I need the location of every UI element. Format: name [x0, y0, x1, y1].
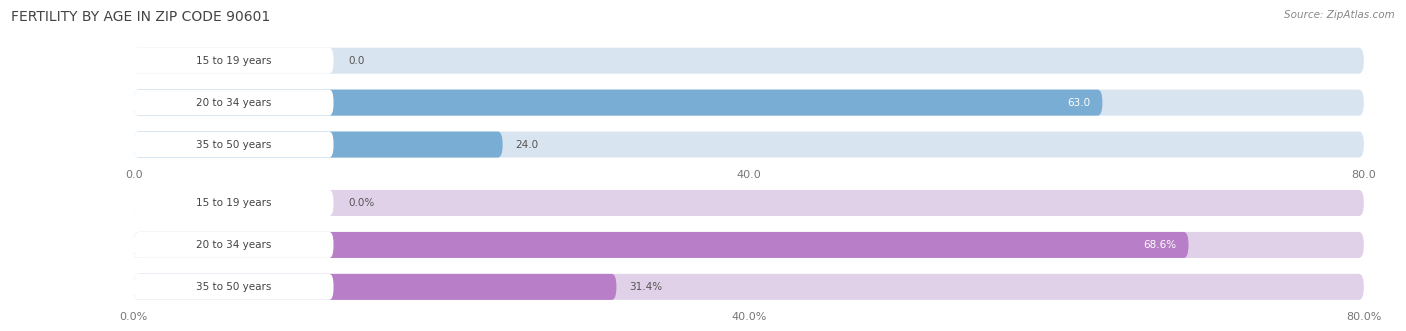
FancyBboxPatch shape — [134, 274, 616, 300]
Text: 35 to 50 years: 35 to 50 years — [195, 282, 271, 292]
FancyBboxPatch shape — [134, 232, 333, 258]
FancyBboxPatch shape — [134, 90, 1364, 116]
Text: 35 to 50 years: 35 to 50 years — [195, 140, 271, 150]
FancyBboxPatch shape — [134, 131, 1364, 158]
Text: 24.0: 24.0 — [515, 140, 538, 150]
FancyBboxPatch shape — [134, 131, 333, 158]
Text: Source: ZipAtlas.com: Source: ZipAtlas.com — [1284, 10, 1395, 20]
FancyBboxPatch shape — [134, 90, 333, 116]
FancyBboxPatch shape — [134, 232, 1188, 258]
FancyBboxPatch shape — [134, 232, 1364, 258]
FancyBboxPatch shape — [134, 190, 1364, 216]
Text: 0.0%: 0.0% — [349, 198, 375, 208]
Text: FERTILITY BY AGE IN ZIP CODE 90601: FERTILITY BY AGE IN ZIP CODE 90601 — [11, 10, 270, 24]
FancyBboxPatch shape — [134, 274, 1364, 300]
FancyBboxPatch shape — [134, 90, 1102, 116]
FancyBboxPatch shape — [134, 190, 333, 216]
FancyBboxPatch shape — [134, 48, 333, 74]
Text: 31.4%: 31.4% — [628, 282, 662, 292]
Text: 15 to 19 years: 15 to 19 years — [195, 198, 271, 208]
Text: 15 to 19 years: 15 to 19 years — [195, 56, 271, 66]
Text: 20 to 34 years: 20 to 34 years — [195, 240, 271, 250]
FancyBboxPatch shape — [134, 48, 1364, 74]
Text: 0.0: 0.0 — [349, 56, 366, 66]
Text: 20 to 34 years: 20 to 34 years — [195, 98, 271, 108]
FancyBboxPatch shape — [134, 274, 333, 300]
Text: 68.6%: 68.6% — [1143, 240, 1177, 250]
FancyBboxPatch shape — [134, 131, 503, 158]
Text: 63.0: 63.0 — [1067, 98, 1090, 108]
